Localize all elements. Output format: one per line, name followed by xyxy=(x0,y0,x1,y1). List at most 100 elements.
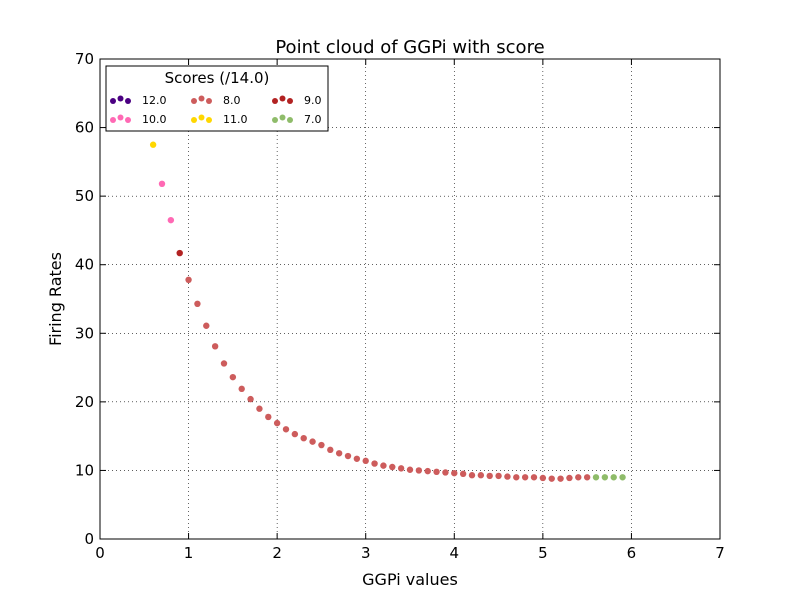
data-point xyxy=(406,466,414,473)
legend-marker xyxy=(206,117,212,123)
data-point xyxy=(327,446,334,454)
x-tick-label: 4 xyxy=(450,544,460,562)
data-point xyxy=(265,413,272,421)
data-point xyxy=(158,180,166,187)
y-tick-label: 60 xyxy=(75,119,94,137)
x-tick-label: 1 xyxy=(184,544,194,562)
y-tick-label: 10 xyxy=(75,461,94,479)
data-point xyxy=(521,474,529,481)
legend-marker xyxy=(117,114,124,121)
data-point xyxy=(592,474,600,481)
data-points xyxy=(149,141,626,482)
data-point xyxy=(530,474,538,481)
y-tick-label: 70 xyxy=(75,50,94,68)
data-point xyxy=(176,249,183,257)
y-axis-label: Firing Rates xyxy=(46,252,65,346)
data-point xyxy=(309,438,316,445)
data-point xyxy=(486,472,493,480)
data-point xyxy=(362,457,369,465)
y-tick-label: 20 xyxy=(75,393,94,411)
x-tick-label: 3 xyxy=(361,544,371,562)
data-point xyxy=(583,474,591,481)
data-point xyxy=(167,216,175,224)
data-point xyxy=(557,475,564,482)
data-point xyxy=(300,435,307,442)
legend-marker xyxy=(272,98,278,104)
data-point xyxy=(353,455,361,462)
legend-marker xyxy=(125,117,131,123)
data-point xyxy=(318,441,325,449)
legend: Scores (/14.0) 12.0 10.0 8.0 11.0 9.0 7.0 xyxy=(105,65,329,132)
data-point xyxy=(344,452,352,460)
data-point xyxy=(371,460,378,467)
data-point xyxy=(211,343,219,350)
data-point xyxy=(451,469,458,477)
legend-marker xyxy=(110,98,116,104)
data-point xyxy=(203,322,210,329)
data-point xyxy=(566,474,573,482)
data-point xyxy=(256,405,263,412)
legend-title: Scores (/14.0) xyxy=(165,69,270,87)
data-point xyxy=(149,141,157,148)
legend-marker xyxy=(279,114,286,121)
data-point xyxy=(415,467,423,474)
x-tick-label: 7 xyxy=(715,544,725,562)
data-point xyxy=(185,276,192,283)
legend-label: 12.0 xyxy=(142,94,167,107)
data-point xyxy=(291,430,299,438)
data-point xyxy=(238,385,245,393)
legend-label: 10.0 xyxy=(142,113,167,126)
legend-marker xyxy=(125,98,131,104)
data-point xyxy=(468,472,476,479)
plot-frame xyxy=(99,58,721,540)
x-axis-label: GGPi values xyxy=(362,570,458,589)
legend-marker xyxy=(198,95,205,102)
data-point xyxy=(504,473,511,480)
data-point xyxy=(282,426,290,433)
legend-marker xyxy=(198,114,205,121)
legend-marker xyxy=(191,98,197,104)
data-point xyxy=(335,450,343,457)
data-point xyxy=(194,300,201,307)
x-tick-label: 5 xyxy=(538,544,548,562)
x-tick-label: 6 xyxy=(627,544,637,562)
legend-label: 8.0 xyxy=(223,94,241,107)
data-point xyxy=(513,474,520,481)
y-tick-label: 30 xyxy=(75,324,94,342)
legend-marker xyxy=(206,98,212,104)
y-tick-label: 50 xyxy=(75,187,94,205)
data-point xyxy=(220,360,228,367)
x-tick-label: 2 xyxy=(272,544,282,562)
data-point xyxy=(247,395,254,403)
legend-marker xyxy=(279,95,286,102)
data-point xyxy=(273,419,281,427)
data-point xyxy=(477,472,485,479)
data-point xyxy=(459,470,467,478)
data-point xyxy=(389,463,396,471)
data-point xyxy=(601,474,609,481)
x-tick-label: 0 xyxy=(95,544,105,562)
data-point xyxy=(610,474,617,481)
data-point xyxy=(397,465,405,472)
legend-marker xyxy=(287,117,293,123)
chart-title: Point cloud of GGPi with score xyxy=(275,37,544,58)
legend-marker xyxy=(287,98,293,104)
data-point xyxy=(380,462,387,469)
legend-marker xyxy=(117,95,124,102)
data-point xyxy=(442,469,449,476)
data-point xyxy=(539,474,547,482)
legend-marker xyxy=(191,117,197,123)
legend-marker xyxy=(110,117,116,123)
data-point xyxy=(548,475,555,482)
grid xyxy=(100,59,720,539)
data-point xyxy=(575,474,582,481)
data-point xyxy=(495,472,502,480)
data-point xyxy=(433,468,440,475)
y-tick-label: 40 xyxy=(75,256,94,274)
legend-label: 11.0 xyxy=(223,113,248,126)
data-point xyxy=(229,373,237,381)
legend-label: 9.0 xyxy=(304,94,322,107)
